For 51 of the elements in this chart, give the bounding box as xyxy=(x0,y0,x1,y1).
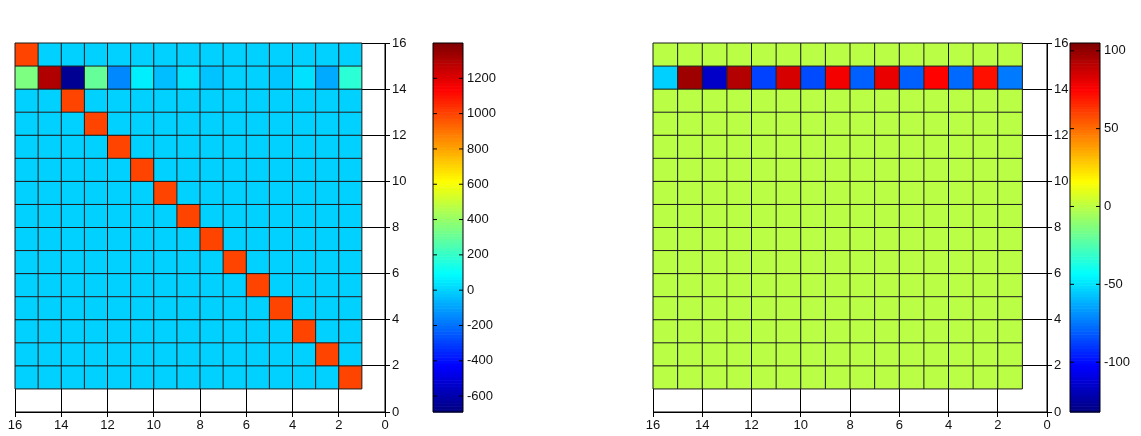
y-tick-label: 6 xyxy=(392,265,400,281)
y-tick-label: 16 xyxy=(392,34,407,50)
x-tick-label: 0 xyxy=(1043,417,1051,433)
x-tick-label: 2 xyxy=(335,417,343,433)
y-tick-label: 6 xyxy=(1054,265,1062,281)
x-tick-label: 16 xyxy=(645,417,661,433)
x-tick-label: 4 xyxy=(288,417,297,433)
y-tick-label: 4 xyxy=(1054,311,1062,327)
y-tick-label: 14 xyxy=(1054,80,1069,96)
x-tick-label: 8 xyxy=(846,417,854,433)
x-tick-label: 16 xyxy=(7,417,23,433)
y-tick-label: 0 xyxy=(1054,403,1062,419)
y-tick-label: 10 xyxy=(392,172,407,188)
y-tick-label: 14 xyxy=(392,80,407,96)
x-tick-label: 14 xyxy=(54,417,69,433)
x-tick-label: 12 xyxy=(744,417,759,433)
y-tick-label: 12 xyxy=(1054,126,1069,142)
y-tick-label: 2 xyxy=(1054,357,1062,373)
y-tick-label: 0 xyxy=(392,403,400,419)
color-bar-label: 200 xyxy=(467,246,489,262)
color-bar-label: 50 xyxy=(1104,120,1119,136)
x-tick-label: 4 xyxy=(944,417,953,433)
x-tick-label: 2 xyxy=(994,417,1002,433)
y-tick-label: 8 xyxy=(1054,219,1062,235)
y-tick-label: 16 xyxy=(1054,34,1069,50)
color-bar-label: -200 xyxy=(467,317,494,333)
x-tick-label: 10 xyxy=(793,417,808,433)
color-bar-label: -50 xyxy=(1104,275,1123,291)
color-bar-label: 800 xyxy=(467,140,489,156)
x-tick-label: 6 xyxy=(895,417,903,433)
x-tick-label: 6 xyxy=(242,417,250,433)
y-tick-label: 10 xyxy=(1054,172,1069,188)
x-tick-label: 10 xyxy=(146,417,161,433)
color-bar-label: 1200 xyxy=(467,69,496,85)
x-tick-label: 14 xyxy=(695,417,710,433)
y-tick-label: 2 xyxy=(392,357,400,373)
x-tick-label: 12 xyxy=(100,417,115,433)
color-bar-label: 600 xyxy=(467,175,489,191)
y-tick-label: 12 xyxy=(392,126,407,142)
y-tick-label: 4 xyxy=(392,311,400,327)
color-bar-label: -400 xyxy=(467,352,494,368)
color-bar-label: 0 xyxy=(467,281,475,297)
color-bar-label: 1000 xyxy=(467,105,496,121)
color-bar-label: 0 xyxy=(1104,198,1112,214)
color-bar-label: 100 xyxy=(1104,42,1126,58)
color-bar-label: -600 xyxy=(467,387,494,403)
x-tick-label: 0 xyxy=(381,417,389,433)
color-bar-label: -100 xyxy=(1104,353,1131,369)
x-tick-label: 8 xyxy=(196,417,204,433)
color-bar-label: 400 xyxy=(467,211,489,227)
y-tick-label: 8 xyxy=(392,219,400,235)
